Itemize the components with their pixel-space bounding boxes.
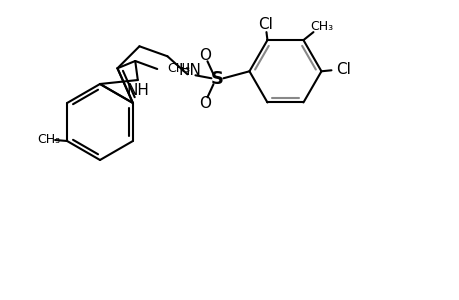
Text: Cl: Cl xyxy=(257,16,272,32)
Text: O: O xyxy=(199,96,211,111)
Text: S: S xyxy=(211,70,224,88)
Text: Cl: Cl xyxy=(335,62,350,77)
Text: O: O xyxy=(199,48,211,63)
Text: HN: HN xyxy=(178,63,201,78)
Text: CH₃: CH₃ xyxy=(38,133,61,146)
Text: CH₃: CH₃ xyxy=(167,62,190,76)
Text: NH: NH xyxy=(126,82,149,98)
Text: CH₃: CH₃ xyxy=(309,20,332,33)
